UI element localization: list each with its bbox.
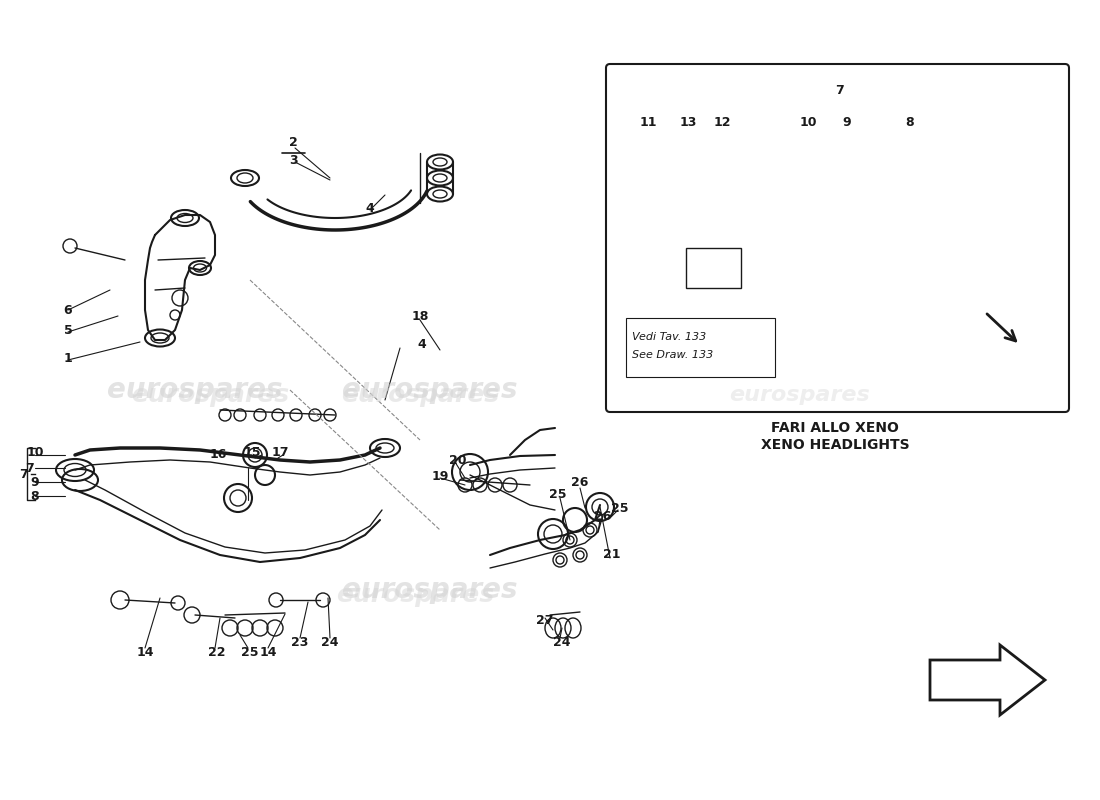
- Text: 11: 11: [639, 115, 657, 129]
- Text: eurospares: eurospares: [342, 376, 518, 404]
- Text: eurospares: eurospares: [336, 583, 494, 607]
- Text: 2: 2: [288, 137, 297, 150]
- Text: 26: 26: [594, 510, 612, 522]
- Text: 20: 20: [449, 454, 466, 466]
- Text: 23: 23: [292, 635, 309, 649]
- Text: eurospares: eurospares: [729, 385, 870, 405]
- Text: 24: 24: [553, 635, 571, 649]
- Text: See Draw. 133: See Draw. 133: [632, 350, 713, 360]
- Text: 7: 7: [19, 467, 28, 481]
- Text: 25: 25: [612, 502, 629, 514]
- Text: XENO HEADLIGHTS: XENO HEADLIGHTS: [761, 438, 910, 452]
- FancyBboxPatch shape: [606, 64, 1069, 412]
- Text: Vedi Tav. 133: Vedi Tav. 133: [632, 332, 706, 342]
- Text: 22: 22: [208, 646, 226, 658]
- FancyBboxPatch shape: [626, 318, 776, 377]
- Text: 25: 25: [241, 646, 258, 658]
- Text: eurospares: eurospares: [342, 576, 518, 604]
- Text: 7: 7: [836, 83, 845, 97]
- Text: 18: 18: [411, 310, 429, 322]
- Text: eurospares: eurospares: [341, 383, 499, 407]
- Text: 13: 13: [680, 115, 696, 129]
- Text: eurospares: eurospares: [108, 376, 283, 404]
- Text: 8: 8: [31, 490, 40, 503]
- Text: eurospares: eurospares: [131, 383, 289, 407]
- Bar: [686, 248, 741, 288]
- Text: 26: 26: [571, 475, 588, 489]
- Text: 16: 16: [209, 449, 227, 462]
- Text: 3: 3: [288, 154, 297, 166]
- Text: 10: 10: [800, 115, 816, 129]
- Text: FARI ALLO XENO: FARI ALLO XENO: [771, 421, 899, 435]
- Text: 8: 8: [905, 115, 914, 129]
- Text: 27: 27: [537, 614, 553, 626]
- Text: 14: 14: [136, 646, 154, 658]
- Text: 5: 5: [64, 323, 73, 337]
- Text: 14: 14: [260, 646, 277, 658]
- Text: 19: 19: [431, 470, 449, 482]
- Text: 25: 25: [549, 487, 566, 501]
- Text: 4: 4: [418, 338, 427, 351]
- Text: 1: 1: [64, 351, 73, 365]
- Text: 7: 7: [25, 462, 34, 474]
- Text: 24: 24: [321, 635, 339, 649]
- Text: 17: 17: [272, 446, 288, 458]
- Text: 9: 9: [31, 477, 40, 490]
- Text: 12: 12: [713, 115, 730, 129]
- Text: 15: 15: [243, 446, 261, 458]
- Text: 4: 4: [365, 202, 374, 214]
- Text: 6: 6: [64, 303, 73, 317]
- Text: 10: 10: [26, 446, 44, 458]
- Text: 21: 21: [603, 549, 620, 562]
- Text: 9: 9: [843, 115, 851, 129]
